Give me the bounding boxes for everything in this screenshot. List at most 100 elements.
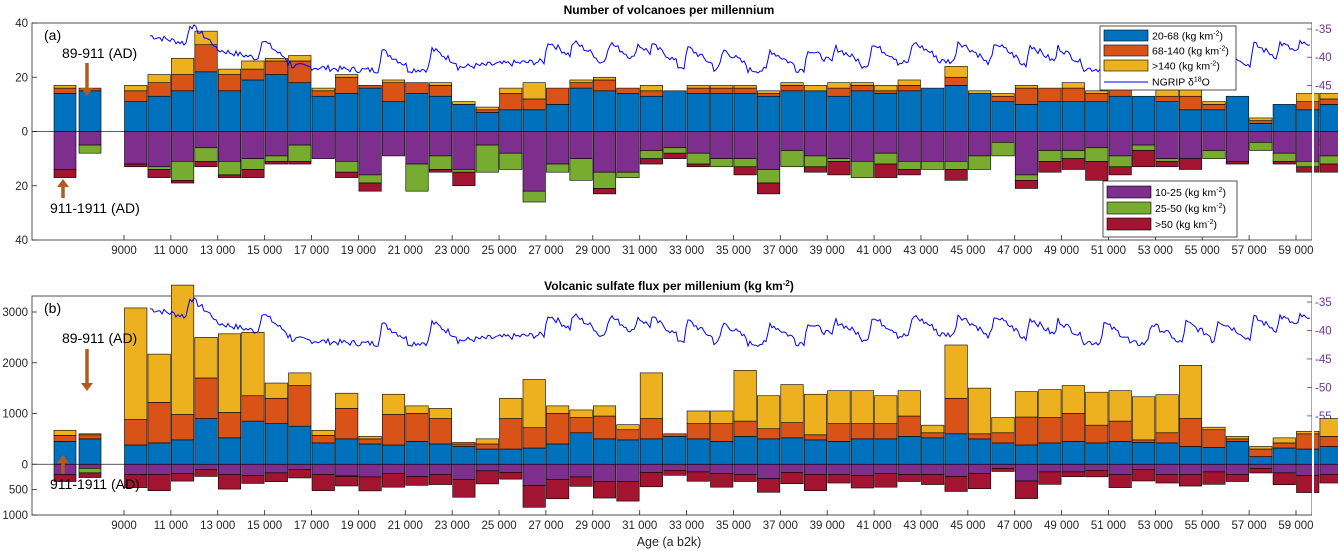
bar-neg-low [639,463,663,473]
bar-neg-low [757,131,781,170]
bar-pos-low [968,438,992,465]
bar-pos-low [663,90,687,132]
bar-neg-mid [850,161,874,178]
bar-pos-low [1319,104,1338,132]
bar-pos-low [1132,95,1156,132]
legend-swatch [1103,59,1149,72]
bar-pos-low [405,93,429,132]
bar-neg-low [53,131,77,170]
bar-pos-high [944,344,968,399]
bar-pos-high [171,57,195,75]
y-tick-label: 20 [15,72,28,84]
bar-neg-low [850,463,874,476]
bar-neg-high [1319,474,1338,484]
x-tick-label: 25 000 [481,520,516,532]
bar-pos-high [382,79,406,83]
bar-neg-low [944,131,968,162]
chart-title: Volcanic sulfate flux per millenium (kg … [544,279,794,293]
bar-neg-low [592,131,617,173]
bar-neg-low [639,131,663,151]
bar-pos-high [382,393,406,415]
bar-neg-low [194,463,218,470]
bar-pos-high [78,433,102,436]
bar-neg-low [1179,131,1203,159]
bar-pos-low [663,436,687,465]
bar-pos-high [616,424,640,431]
bar-neg-high [452,171,476,187]
bar-pos-high [217,68,241,75]
bar-pos-mid [733,87,757,94]
annotation-bottom: 911-1911 (AD) [50,476,140,492]
bar-pos-low [897,90,921,132]
bar-pos-low [569,432,593,465]
bar-neg-high [874,163,898,178]
bar-neg-low [1038,463,1062,473]
bar-pos-low [311,442,335,465]
bar-neg-low [1061,131,1085,151]
bar-neg-low [452,131,476,170]
bar-neg-high [217,474,241,490]
y-tick-label: 2000 [2,358,28,370]
bar-pos-low [780,437,804,465]
bar-pos-low [710,441,734,465]
bar-pos-high [1108,390,1132,422]
bar-pos-high [1179,364,1203,419]
bar-pos-mid [53,87,77,94]
bar-neg-high [616,481,640,502]
bar-pos-low [757,438,781,465]
bar-pos-mid [944,76,968,86]
bar-pos-mid [569,82,593,89]
bar-neg-high [382,473,406,488]
bar-neg-high [452,479,476,498]
bar-pos-low [710,93,734,132]
title-suffix: ) [790,279,794,293]
legend-label: >50 (kg km-2) [1155,219,1217,231]
legend-sup: -2 [1216,203,1222,210]
bar-neg-high [194,161,218,168]
bar-pos-mid [991,432,1015,444]
x-tick-label: 9000 [111,520,137,532]
bar-neg-high [1249,468,1273,474]
bar-pos-high [522,82,546,100]
annotation-top: 89-911 (AD) [62,330,137,346]
bar-pos-low [1249,123,1273,132]
bar-pos-low [1085,101,1109,132]
bar-pos-low [569,87,593,132]
bar-neg-mid [78,144,102,154]
bar-pos-mid [288,60,312,83]
bar-pos-low [639,95,663,132]
bar-pos-low [639,438,663,465]
curve-clip [1312,294,1314,517]
bar-pos-mid [1061,413,1085,442]
bar-neg-high [1272,161,1296,165]
bar-neg-high [475,470,499,485]
bar-neg-high [335,171,359,178]
x-tick-label: 53 000 [1138,245,1173,257]
legend-swatch [1103,29,1149,42]
bar-neg-low [686,463,710,473]
bar-neg-low [686,131,710,154]
bar-pos-high [1132,396,1156,441]
bar-neg-low [663,463,687,471]
bar-pos-high [569,79,593,83]
bar-neg-high [311,474,335,491]
bar-neg-high [780,472,804,485]
bar-neg-low [1108,463,1132,475]
bar-neg-mid [452,169,476,173]
bar-pos-low [335,93,359,132]
arrow-down-head [81,88,93,96]
bar-pos-high [968,387,992,435]
bar-pos-mid [1061,87,1085,102]
y2-tick-label: -50 [1315,382,1332,394]
legend-label: 68-140 (kg km-2) [1152,46,1229,58]
bar-pos-low [1038,442,1062,465]
bar-neg-low [733,131,757,159]
bar-pos-high [499,397,523,419]
bar-pos-mid [1179,95,1203,111]
bar-pos-mid [1225,438,1249,442]
bar-pos-low [1319,446,1338,465]
x-tick-label: 59 000 [1278,520,1313,532]
bar-pos-mid [475,443,499,450]
y2-tick-label: -35 [1315,24,1332,36]
bar-pos-high [53,85,77,89]
